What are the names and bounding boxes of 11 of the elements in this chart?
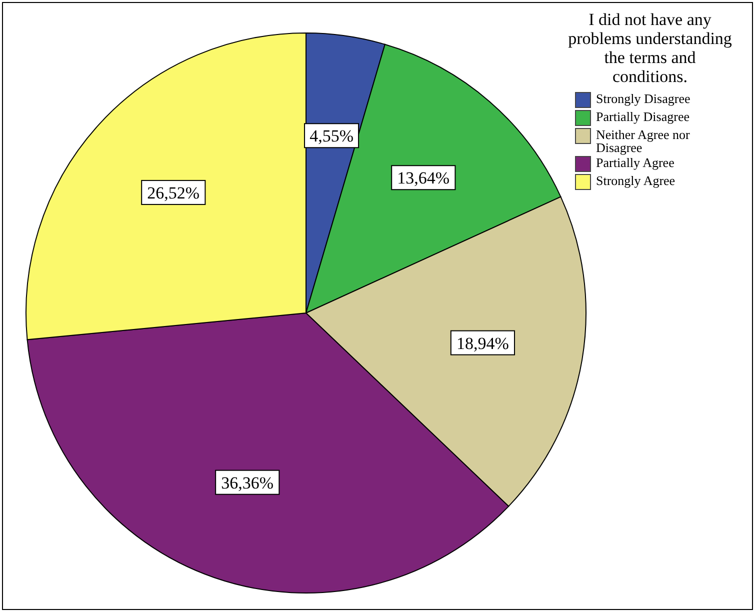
data-label: 13,64% [397,168,450,188]
data-label: 26,52% [147,183,200,202]
legend-label: Strongly Disagree [596,91,692,106]
legend-label: Neither Agree nor Disagree [596,127,691,155]
data-label: 4,55% [310,126,354,146]
legend-label: Partially Disagree [596,109,690,124]
data-label: 36,36% [221,473,274,492]
legend-label: Partially Agree [596,155,676,170]
data-label: 18,94% [456,334,509,353]
legend-label: Strongly Agree [596,173,676,188]
legend-title: I did not have any problems understanding the terms and conditions. [567,10,733,86]
